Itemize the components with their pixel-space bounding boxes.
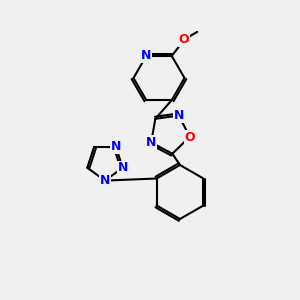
Text: O: O — [178, 33, 189, 46]
Text: N: N — [174, 109, 184, 122]
Text: N: N — [100, 174, 110, 187]
Text: O: O — [184, 130, 195, 143]
Text: N: N — [111, 140, 121, 154]
Text: N: N — [146, 136, 156, 149]
Text: N: N — [141, 50, 152, 62]
Text: N: N — [118, 161, 128, 174]
